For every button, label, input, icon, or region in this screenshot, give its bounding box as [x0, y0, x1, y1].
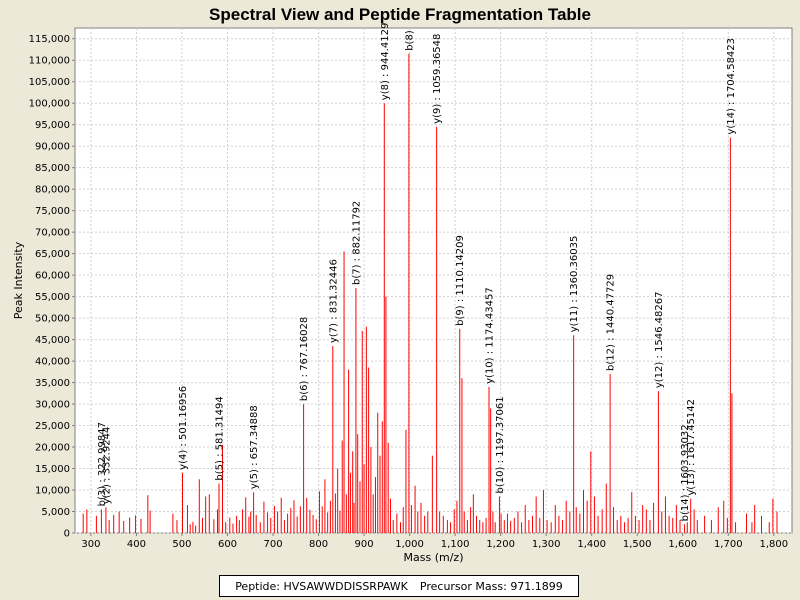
y-tick-label: 5,000: [41, 507, 70, 518]
peak-label: b(3) : 322.99847: [97, 422, 108, 506]
peptide-sequence: Peptide: HVSAWWDDISSRPAWK: [235, 579, 408, 593]
y-tick-label: 80,000: [35, 185, 70, 196]
x-tick-label: 1,400: [577, 539, 606, 550]
y-tick-label: 60,000: [35, 271, 70, 282]
x-tick-label: 1,700: [714, 539, 743, 550]
x-tick-label: 900: [355, 539, 374, 550]
y-tick-label: 85,000: [35, 163, 70, 174]
x-tick-label: 800: [309, 539, 328, 550]
peak-series: [82, 53, 778, 533]
peak-label: b(9) : 1110.14209: [455, 235, 466, 326]
peak-label: b(10) : 1197.37061: [495, 396, 506, 493]
x-tick-label: 700: [263, 539, 282, 550]
x-tick-label: 400: [127, 539, 146, 550]
y-tick-label: 10,000: [35, 486, 70, 497]
y-tick-label: 70,000: [35, 228, 70, 239]
y-tick-label: 45,000: [35, 335, 70, 346]
x-tick-label: 600: [218, 539, 237, 550]
x-tick-label: 300: [81, 539, 100, 550]
y-tick-label: 75,000: [35, 206, 70, 217]
chart-title: Spectral View and Peptide Fragmentation …: [209, 5, 591, 24]
y-tick-label: 100,000: [29, 99, 70, 110]
y-tick-label: 65,000: [35, 249, 70, 260]
y-tick-label: 55,000: [35, 292, 70, 303]
peak-label: y(5) : 657.34888: [249, 405, 260, 489]
peak-label: b(14) : 1603.93032: [680, 424, 691, 521]
y-tick-label: 110,000: [29, 56, 70, 67]
y-tick-label: 35,000: [35, 378, 70, 389]
peak-label: y(7) : 831.32446: [328, 259, 339, 343]
x-tick-label: 1,100: [441, 539, 470, 550]
peak-label: b(8): [404, 30, 415, 51]
x-tick-label: 1,300: [532, 539, 561, 550]
y-axis-ticks: 0 5,000 10,000 15,000 20,000 25,000 30,000 35,0…: [29, 34, 75, 540]
y-tick-label: 90,000: [35, 142, 70, 153]
peak-label: b(12) : 1440.47729: [606, 274, 617, 371]
precursor-mass: Precursor Mass: 971.1899: [419, 579, 563, 593]
peak-label: y(11) : 1360.36035: [569, 236, 580, 333]
x-tick-label: 1,000: [395, 539, 424, 550]
x-tick-label: 500: [172, 539, 191, 550]
x-axis-ticks: 300 400 500 600 700 800 900 1,000 1,100 1,200 1,30…: [81, 533, 788, 550]
peak-label: y(13) : 1617.45142: [686, 399, 697, 496]
y-tick-label: 50,000: [35, 314, 70, 325]
peak-label: y(14) : 1704.58423: [726, 38, 737, 135]
y-tick-label: 105,000: [29, 77, 70, 88]
peptide-info-box: Peptide: HVSAWWDDISSRPAWK Precursor Mass…: [219, 575, 579, 597]
y-axis-label: Peak Intensity: [12, 241, 25, 319]
peak-label: b(6) : 767.16028: [299, 317, 310, 401]
y-tick-label: 40,000: [35, 357, 70, 368]
y-tick-label: 15,000: [35, 464, 70, 475]
x-tick-label: 1,600: [668, 539, 697, 550]
x-tick-label: 1,800: [759, 539, 788, 550]
plot-area: [74, 27, 793, 534]
y-tick-label: 20,000: [35, 443, 70, 454]
peak-label: y(12) : 1546.48267: [654, 292, 665, 389]
y-tick-label: 30,000: [35, 400, 70, 411]
y-tick-label: 115,000: [29, 34, 70, 45]
peak-label: b(7) : 882.11792: [351, 201, 362, 285]
x-tick-label: 1,500: [623, 539, 652, 550]
peak-label: y(9) : 1059.36548: [432, 34, 443, 124]
y-tick-label: 95,000: [35, 120, 70, 131]
y-tick-label: 0: [64, 529, 70, 540]
peak-label: y(4) : 501.16956: [178, 386, 189, 470]
peak-label: b(5) : 581.31494: [214, 396, 225, 480]
peak-label: y(8) : 944.4129: [380, 23, 391, 101]
peak-label: y(10) : 1174.43457: [485, 287, 496, 384]
peak-label: y(2) : 332.9244: [101, 427, 112, 505]
x-axis-label: Mass (m/z): [404, 551, 464, 564]
y-tick-label: 25,000: [35, 421, 70, 432]
x-tick-label: 1,200: [486, 539, 515, 550]
